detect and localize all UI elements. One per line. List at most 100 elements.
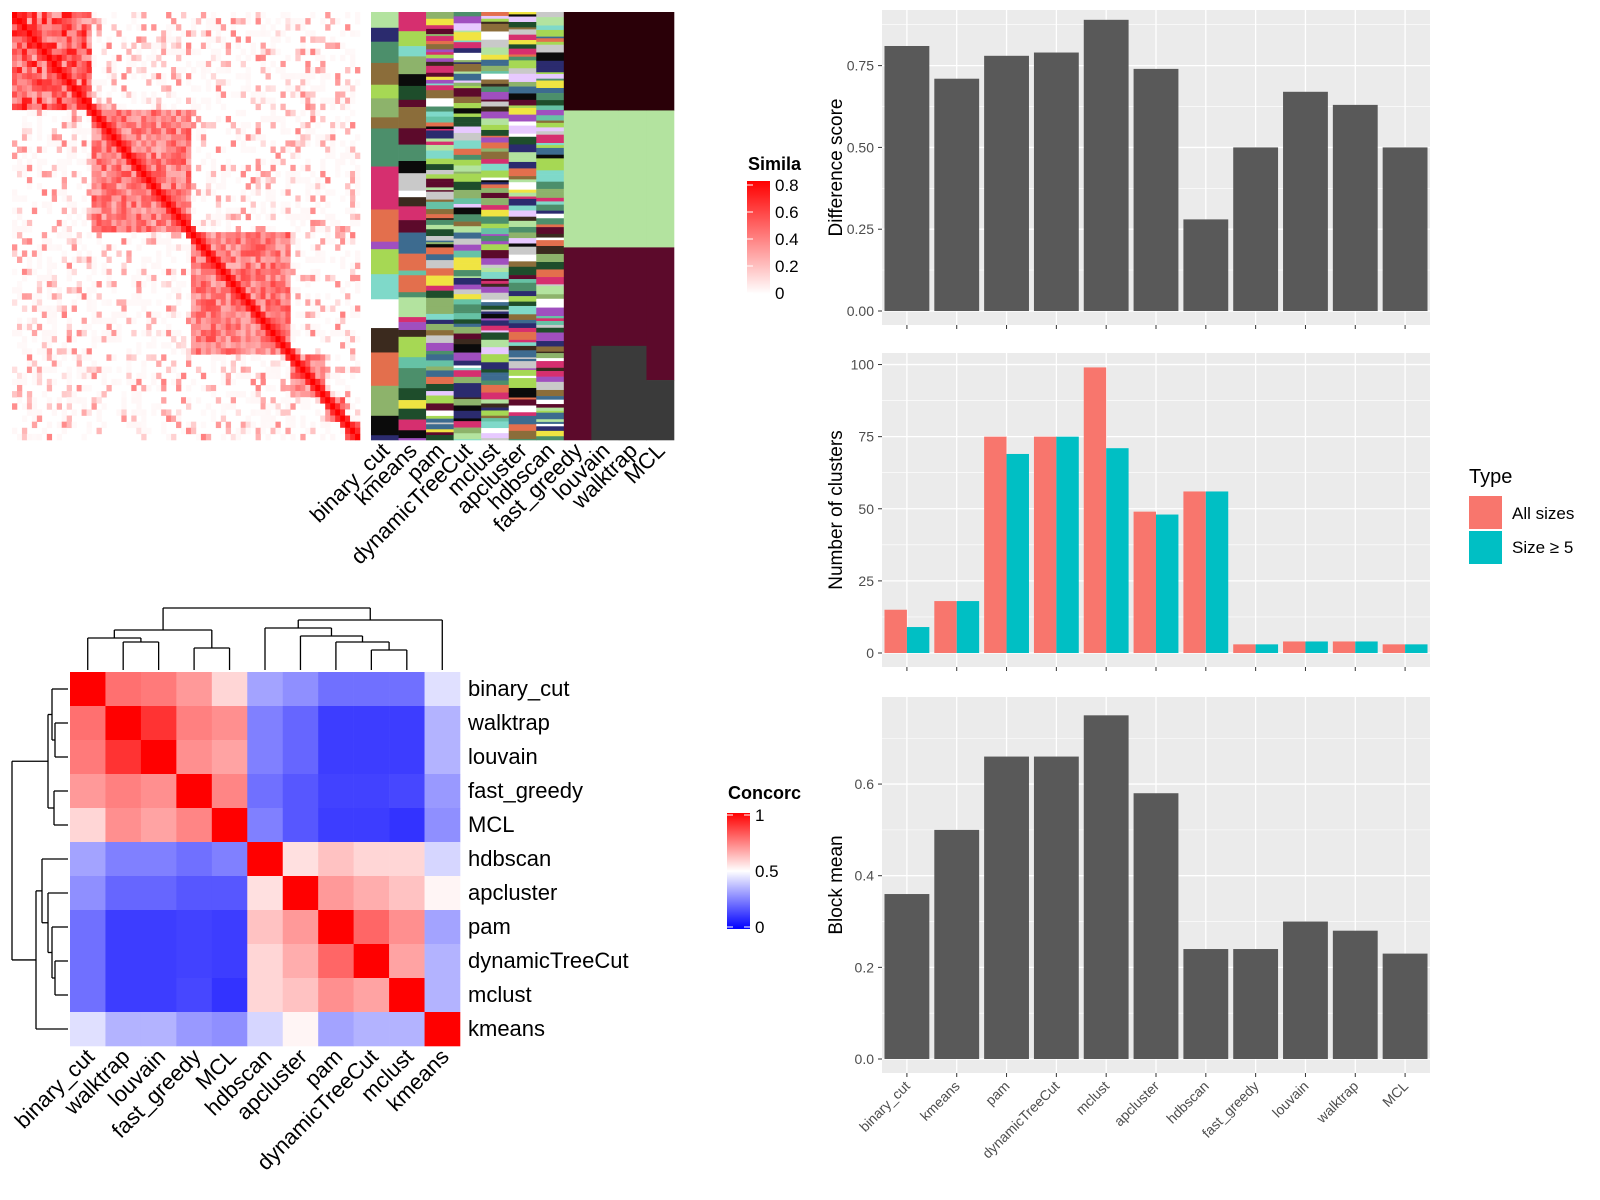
bar [1033, 756, 1079, 1059]
similarity-cell [171, 348, 177, 355]
strip-segment [426, 83, 454, 86]
similarity-cell [151, 354, 157, 361]
similarity-cell [31, 85, 38, 92]
concordance-cell [318, 944, 354, 979]
similarity-cell [166, 170, 172, 178]
similarity-cell [270, 232, 276, 239]
similarity-cell [71, 67, 77, 74]
similarity-cell [205, 287, 212, 294]
similarity-cell [270, 244, 276, 251]
similarity-cell [41, 329, 48, 337]
similarity-cell [195, 250, 202, 257]
similarity-cell [46, 336, 53, 343]
similarity-cell [250, 48, 256, 56]
similarity-cell [215, 67, 222, 74]
similarity-cell [151, 281, 157, 288]
similarity-cell [16, 232, 23, 239]
similarity-cell [61, 122, 67, 129]
similarity-cell [111, 219, 117, 227]
strip-segment [426, 201, 454, 210]
similarity-cell [290, 421, 296, 429]
strip-segment [371, 98, 399, 118]
similarity-cell [205, 256, 212, 263]
similarity-cell [161, 183, 167, 190]
similarity-cell [171, 378, 177, 386]
similarity-cell [41, 244, 48, 251]
strip-segment [453, 244, 482, 251]
strip-segment [426, 90, 454, 99]
similarity-cell [220, 177, 227, 184]
similarity-cell [195, 293, 202, 300]
strip-segment [508, 16, 537, 19]
similarity-cell [111, 226, 117, 233]
similarity-cell [320, 170, 326, 178]
similarity-cell [41, 54, 48, 62]
similarity-cell [190, 109, 197, 117]
similarity-cell [101, 268, 107, 276]
similarity-cell [330, 122, 336, 129]
similarity-cell [260, 305, 266, 312]
similarity-cell [265, 238, 271, 245]
similarity-cell [61, 219, 67, 227]
strip-segment [536, 240, 565, 247]
similarity-cell [106, 207, 112, 215]
similarity-cell [320, 73, 326, 80]
similarity-cell [46, 274, 53, 282]
strip-segment [481, 354, 510, 363]
similarity-cell [121, 177, 127, 184]
similarity-cell [335, 299, 341, 306]
strip-segment [536, 412, 565, 420]
similarity-cell [66, 201, 72, 208]
similarity-cell [86, 348, 92, 355]
bar-size-ge-5 [1355, 641, 1378, 653]
similarity-cell [66, 97, 72, 105]
strip-segment [508, 238, 537, 244]
similarity-cell [71, 48, 77, 56]
similarity-cell [126, 378, 132, 386]
similarity-cell [270, 140, 276, 147]
similarity-cell [36, 30, 43, 37]
similarity-cell [171, 152, 177, 160]
similarity-cell [205, 30, 212, 37]
similarity-cell [270, 195, 276, 202]
similarity-cell [285, 128, 291, 135]
similarity-cell [101, 201, 107, 208]
similarity-cell [36, 122, 43, 129]
similarity-legend-tick: 0 [775, 284, 784, 303]
similarity-cell [56, 158, 63, 166]
similarity-cell [315, 54, 321, 62]
similarity-cell [195, 299, 202, 306]
similarity-cell [61, 207, 67, 215]
similarity-cell [66, 348, 72, 355]
similarity-cell [131, 378, 137, 386]
strip-segment [398, 408, 427, 420]
similarity-cell [181, 122, 187, 129]
similarity-cell [46, 134, 53, 141]
similarity-cell [176, 170, 182, 178]
similarity-cell [240, 268, 246, 276]
similarity-cell [340, 329, 346, 337]
similarity-cell [275, 409, 281, 416]
similarity-cell [190, 342, 197, 349]
similarity-cell [156, 262, 162, 270]
similarity-cell [355, 311, 361, 319]
similarity-cell [275, 18, 281, 25]
similarity-cell [325, 201, 331, 208]
similarity-cell [46, 18, 53, 25]
x-tick-label: hdbscan [1163, 1078, 1212, 1127]
similarity-cell [146, 311, 152, 319]
similarity-cell [295, 250, 301, 257]
similarity-cell [240, 293, 246, 300]
similarity-cell [61, 36, 67, 43]
similarity-cell [330, 18, 336, 25]
similarity-cell [151, 409, 157, 416]
similarity-cell [255, 158, 261, 166]
similarity-cell [205, 238, 212, 245]
similarity-cell [305, 164, 311, 172]
similarity-cell [111, 189, 117, 196]
strip-segment [426, 422, 454, 425]
similarity-cell [190, 226, 197, 233]
similarity-cell [156, 403, 162, 410]
similarity-cell [71, 391, 77, 398]
similarity-cell [255, 317, 261, 325]
